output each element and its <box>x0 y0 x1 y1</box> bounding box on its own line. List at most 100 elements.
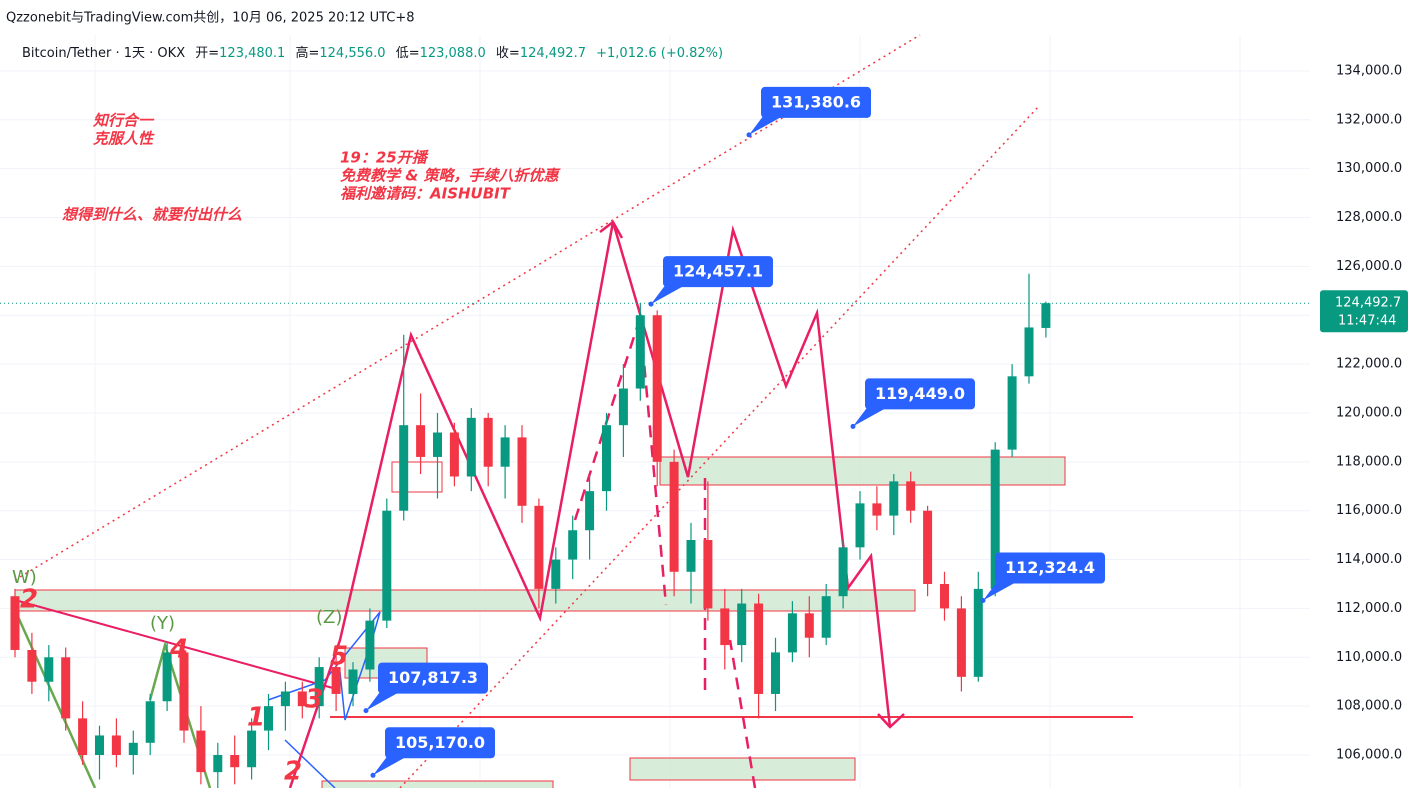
candle-body <box>821 596 831 638</box>
ohlc-label: 开= <box>195 46 219 61</box>
y-tick-label: 110,000.0 <box>1336 650 1402 665</box>
candle-body <box>10 596 20 650</box>
candle-body <box>1041 303 1051 328</box>
wave-label: (Z) <box>316 607 342 628</box>
candle-body <box>399 425 409 511</box>
candle-body <box>855 503 865 548</box>
y-tick-label: 112,000.0 <box>1336 601 1402 616</box>
y-tick-label: 116,000.0 <box>1336 503 1402 518</box>
candle-body <box>534 505 544 589</box>
candle-body <box>416 425 426 457</box>
candle-body <box>348 669 358 694</box>
y-tick-label: 106,000.0 <box>1336 748 1402 763</box>
callout-label: 112,324.4 <box>1005 558 1095 577</box>
candle-body <box>585 491 595 531</box>
candle-body <box>1024 327 1034 377</box>
candle-body <box>804 613 814 638</box>
callout-box <box>663 256 773 288</box>
candle-body <box>906 481 916 511</box>
y-tick-label: 108,000.0 <box>1336 699 1402 714</box>
callout-point <box>850 423 856 429</box>
candle-body <box>433 432 442 457</box>
candle-body <box>196 730 206 773</box>
candle-body <box>652 315 662 462</box>
candle-body <box>111 735 121 756</box>
candle-body <box>703 540 713 609</box>
candle-body <box>466 417 476 477</box>
candle-body <box>889 481 899 516</box>
candle-body <box>923 510 933 584</box>
attribution: Qzzonebit与TradingView.com共创，10月 06, 2025… <box>6 11 415 26</box>
callout-label: 119,449.0 <box>875 384 965 403</box>
y-tick-label: 118,000.0 <box>1336 454 1402 469</box>
candle-body <box>551 559 561 589</box>
wave-label: 4 <box>169 635 188 665</box>
promo: 免费教学 & 策略，手续八折优惠 <box>340 167 562 185</box>
y-tick-label: 126,000.0 <box>1336 259 1402 274</box>
callout-point <box>363 708 369 714</box>
candle-body <box>280 691 290 707</box>
wave-label: 2 <box>284 757 302 787</box>
callout-label: 124,457.1 <box>673 262 763 281</box>
y-tick-label: 134,000.0 <box>1336 63 1402 78</box>
y-tick-label: 114,000.0 <box>1336 552 1402 567</box>
ohlc-value: 123,480.1 <box>219 46 285 61</box>
callout-label: 105,170.0 <box>395 733 485 752</box>
motto: 知行合一 <box>92 112 155 130</box>
candle-body <box>44 657 54 682</box>
wave-label: 2 <box>20 585 38 615</box>
wave-label: 3 <box>305 685 323 715</box>
candle-body <box>179 652 189 731</box>
candle-body <box>78 718 88 756</box>
callout-box <box>761 86 871 118</box>
wave-label: (Y) <box>150 613 175 634</box>
slogan: 想得到什么、就要付出什么 <box>62 206 242 224</box>
callout-label: 107,817.3 <box>388 668 478 687</box>
candle-body <box>247 730 257 768</box>
ohlc-value: 124,556.0 <box>319 46 385 61</box>
legend: Bitcoin/Tether · 1天 · OKX 开=123,480.1 高=… <box>22 45 723 61</box>
candle-body <box>213 755 223 773</box>
promo: 19：25开播 <box>340 149 429 167</box>
ohlc-value: 123,088.0 <box>420 46 486 61</box>
candle-body <box>27 649 37 682</box>
candle-body <box>230 755 240 768</box>
last-price-box <box>1320 290 1408 333</box>
candle-body <box>940 583 949 609</box>
countdown: 11:47:44 <box>1338 314 1396 329</box>
candle-body <box>618 388 628 426</box>
candle-body <box>382 510 392 621</box>
candle-body <box>314 667 324 707</box>
motto: 克服人性 <box>93 130 155 148</box>
candle-body <box>635 315 645 389</box>
grid <box>94 35 1241 788</box>
callout-point <box>746 132 752 138</box>
candle-body <box>145 701 155 743</box>
ohlc-label: 低= <box>396 46 420 61</box>
ohlc-label: 收= <box>496 46 520 61</box>
candle-body <box>686 540 696 572</box>
callout-box <box>865 378 975 410</box>
candle-body <box>264 706 273 731</box>
y-tick-label: 132,000.0 <box>1336 112 1402 127</box>
candle-body <box>990 449 1000 589</box>
candle-body <box>483 417 493 467</box>
y-tick-label: 122,000.0 <box>1336 357 1402 372</box>
wave-label: 5 <box>330 642 348 672</box>
candle-body <box>669 461 679 572</box>
candle-body <box>973 588 983 677</box>
candle-body <box>838 547 848 597</box>
wave-label: 1 <box>247 703 265 733</box>
last-price-label: 124,492.7 <box>1335 296 1401 311</box>
callout-point <box>980 597 986 603</box>
candle-body <box>61 657 71 719</box>
wave-label: W) <box>12 567 37 588</box>
candle-body <box>602 425 611 492</box>
ohlc-label: 高= <box>295 45 319 61</box>
y-tick-label: 130,000.0 <box>1336 161 1402 176</box>
promo: 福利邀请码：AISHUBIT <box>340 185 512 203</box>
candle-body <box>568 530 578 560</box>
candle-body <box>956 608 966 677</box>
change: +1,012.6 (+0.82%) <box>596 46 723 61</box>
